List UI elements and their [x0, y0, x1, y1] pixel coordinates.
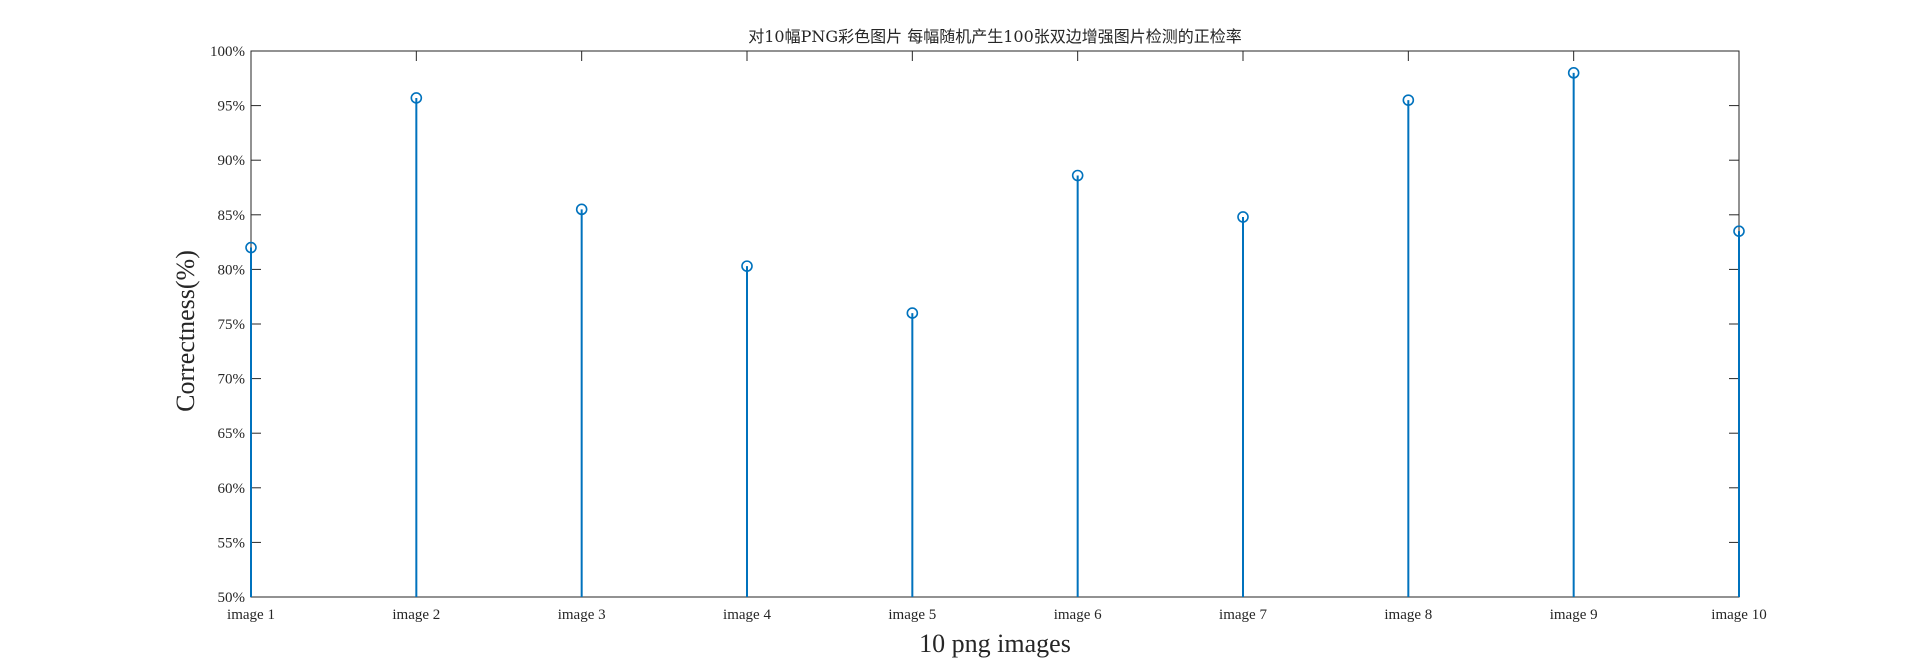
x-tick-label: image 6 — [1054, 607, 1102, 623]
x-tick-label: image 3 — [558, 607, 606, 623]
y-tick-label: 90% — [218, 153, 246, 169]
x-tick-label: image 8 — [1384, 607, 1432, 623]
stem-marker — [741, 260, 753, 272]
stem-marker — [1733, 225, 1745, 237]
y-tick-label: 75% — [218, 317, 246, 333]
y-tick-label: 60% — [218, 481, 246, 497]
stem-marker — [1071, 169, 1084, 182]
y-tick-label: 85% — [218, 208, 246, 224]
stem-marker — [1567, 67, 1580, 79]
x-tick-label: image 5 — [888, 607, 936, 623]
x-tick-label: image 10 — [1711, 607, 1766, 623]
y-tick-label: 100% — [210, 44, 245, 60]
y-tick-label: 80% — [218, 262, 246, 278]
x-axis-label: 10 png images — [919, 629, 1071, 658]
stem-marker — [245, 241, 257, 254]
stem-marker — [906, 307, 919, 319]
y-tick-label: 50% — [218, 590, 246, 606]
x-tick-label: image 7 — [1219, 607, 1267, 623]
y-tick-label: 95% — [218, 99, 246, 115]
stem-marker — [1237, 211, 1249, 223]
chart-title: 对10幅PNG彩色图片 每幅随机产生100张双边增强图片检测的正检率 — [748, 27, 1242, 46]
x-tick-label: image 9 — [1550, 607, 1598, 623]
axes: 50% 55% 60% 65% 70% 75% 80% 85% 90% 95% 100% image … — [210, 44, 1767, 623]
x-tick-label: image 4 — [723, 607, 771, 623]
y-tick-label: 65% — [218, 426, 246, 442]
x-tick-label: image 1 — [227, 607, 275, 623]
stem-marker — [410, 92, 423, 104]
data-series — [245, 67, 1745, 597]
stem-marker — [575, 203, 588, 216]
y-tick-label: 70% — [218, 372, 246, 388]
plot-area-frame — [250, 50, 1740, 598]
y-axis-label: Correctness(%) — [171, 250, 200, 412]
x-tick-label: image 2 — [392, 607, 440, 623]
stem-marker — [1402, 94, 1415, 106]
y-tick-label: 55% — [218, 535, 246, 551]
